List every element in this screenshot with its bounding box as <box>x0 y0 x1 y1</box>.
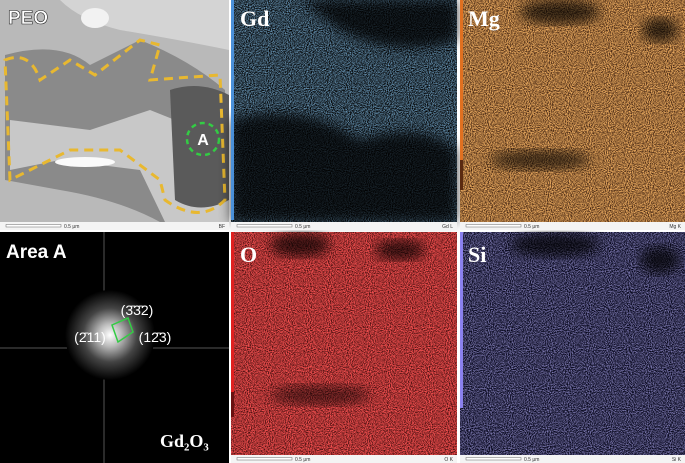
scale-bar <box>236 457 293 461</box>
si-map: Si <box>460 232 685 455</box>
phase-label: Gd₂O₃ <box>160 431 209 451</box>
scale-label: 0.5 μm <box>64 224 79 230</box>
gd-map: Gd <box>231 0 457 222</box>
panel-label: O <box>240 242 257 267</box>
scale-strip <box>0 222 229 230</box>
scale-strip <box>231 222 457 230</box>
spot-label: (2̄11) <box>74 329 106 345</box>
diffraction-panel: Area A (3̄3̄2) (2̄11) (12̄3) Gd₂O₃ <box>0 232 229 463</box>
signal-label: BF <box>219 224 225 230</box>
region-label: A <box>197 132 209 149</box>
panel-label: Gd <box>240 6 269 31</box>
scale-strip <box>460 455 685 463</box>
signal-label: Si K <box>672 457 682 463</box>
spot-label: (12̄3) <box>139 329 172 345</box>
scale-label: 0.5 μm <box>295 457 310 463</box>
scale-label: 0.5 μm <box>524 224 539 230</box>
signal-label: O K <box>444 457 453 463</box>
o-map: O <box>231 232 457 455</box>
panel-label: Si <box>468 242 486 267</box>
signal-label: Gd L <box>442 224 453 230</box>
scale-label: 0.5 μm <box>524 457 539 463</box>
scale-strip <box>231 455 457 463</box>
panel-label: Area A <box>6 242 67 263</box>
panel-label: Mg <box>468 6 500 31</box>
scale-strip <box>460 222 685 230</box>
spot-label: (3̄3̄2) <box>121 302 154 318</box>
signal-label: Mg K <box>669 224 681 230</box>
mg-map: Mg <box>460 0 685 222</box>
scale-bar <box>465 224 522 228</box>
bf-panel: A PEO <box>0 0 229 222</box>
scale-bar <box>465 457 522 461</box>
scale-bar <box>236 224 293 228</box>
panel-label: PEO <box>8 8 48 29</box>
scale-label: 0.5 μm <box>295 224 310 230</box>
scale-bar <box>5 224 62 228</box>
